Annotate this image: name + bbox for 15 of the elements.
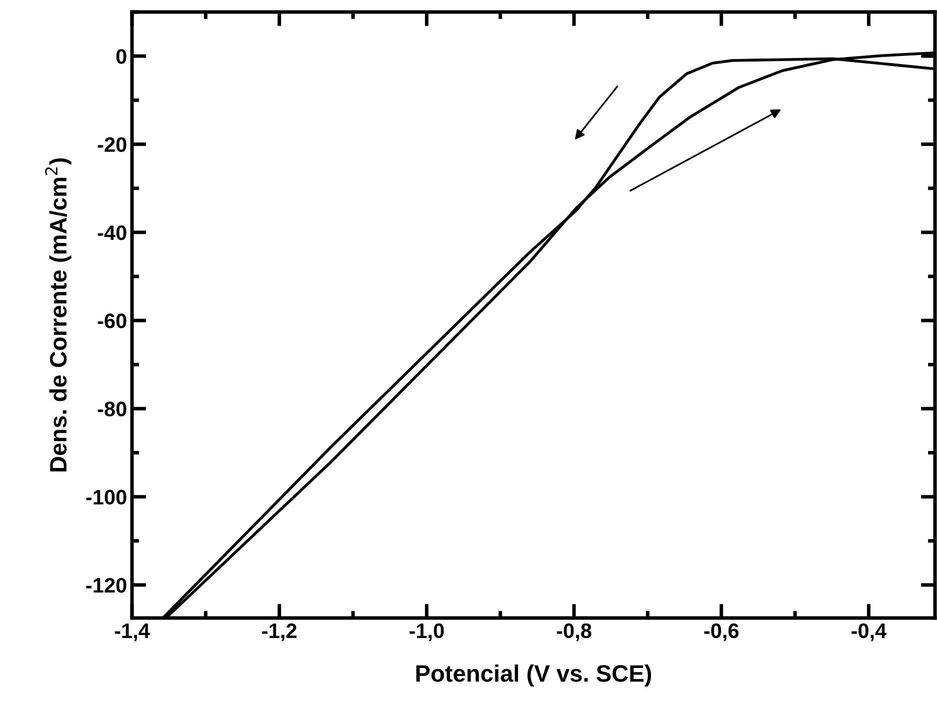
x-tick-label: -1,2 — [262, 623, 296, 642]
y-tick-label: 0 — [116, 49, 126, 64]
y-tick-label: -120 — [86, 578, 126, 593]
x-axis-title: Potencial (V vs. SCE) — [416, 664, 652, 687]
y-tick-label: -40 — [98, 225, 126, 240]
y-tick-label: -20 — [98, 137, 126, 152]
x-tick-label: -0,8 — [556, 623, 592, 642]
y-tick-label: -100 — [86, 490, 126, 505]
x-tick-label: -1,0 — [410, 623, 444, 642]
x-tick-label: -0,6 — [704, 623, 739, 642]
y-tick-label: -60 — [98, 314, 126, 328]
y-tick-label: -80 — [98, 402, 126, 416]
x-tick-label: -1,4 — [114, 624, 150, 642]
y-axis-title: Dens. de Corrente (mA/cm$^{2}$) — [45, 158, 72, 472]
x-tick-label: -0,4 — [852, 623, 887, 642]
